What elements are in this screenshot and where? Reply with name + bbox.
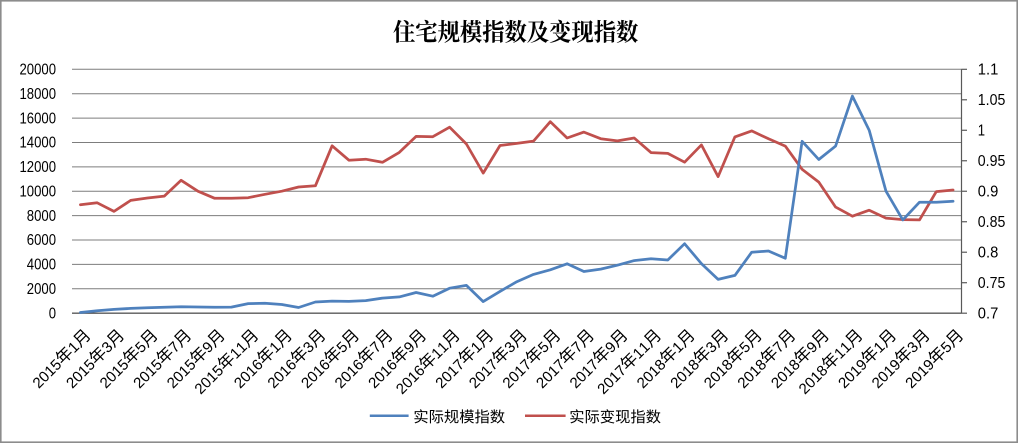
svg-text:1.1: 1.1 [978, 62, 999, 79]
svg-text:0.8: 0.8 [978, 244, 999, 261]
svg-text:2000: 2000 [27, 281, 56, 298]
svg-text:18000: 18000 [20, 86, 57, 103]
svg-text:0.95: 0.95 [978, 153, 1006, 170]
svg-text:0.9: 0.9 [978, 183, 999, 200]
svg-text:6000: 6000 [27, 232, 56, 249]
svg-text:0.7: 0.7 [978, 305, 999, 322]
svg-text:14000: 14000 [20, 135, 57, 152]
svg-text:4000: 4000 [27, 257, 56, 274]
svg-text:8000: 8000 [27, 208, 56, 225]
svg-text:0.75: 0.75 [978, 275, 1006, 292]
svg-text:0: 0 [49, 305, 56, 322]
svg-text:1.05: 1.05 [978, 92, 1006, 109]
svg-text:10000: 10000 [20, 183, 57, 200]
svg-text:1: 1 [978, 123, 985, 140]
svg-text:0.85: 0.85 [978, 214, 1006, 231]
svg-text:12000: 12000 [20, 159, 57, 176]
svg-text:20000: 20000 [20, 62, 57, 79]
svg-text:16000: 16000 [20, 110, 57, 127]
